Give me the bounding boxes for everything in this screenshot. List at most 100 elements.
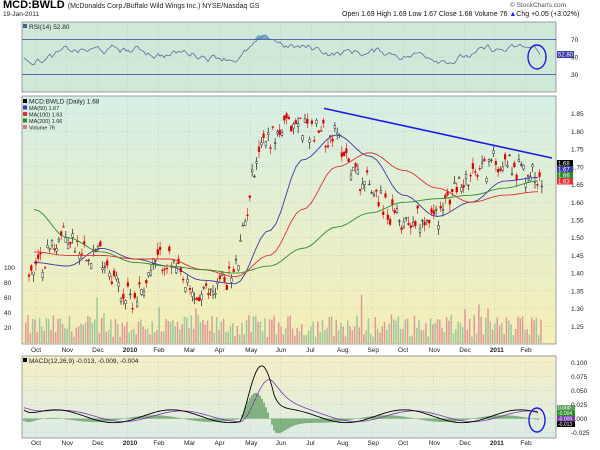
macd-histogram-bar bbox=[271, 418, 273, 425]
volume-bar bbox=[91, 322, 94, 343]
macd-histogram-bar bbox=[431, 418, 433, 422]
macd-histogram-bar bbox=[83, 418, 85, 422]
volume-bar bbox=[317, 321, 319, 343]
price-candle-body bbox=[345, 148, 348, 154]
volume-bar bbox=[215, 317, 218, 343]
price-candle-body bbox=[260, 142, 263, 146]
month-label-macd: 2010 bbox=[123, 440, 138, 447]
price-candle-body bbox=[487, 159, 491, 162]
macd-histogram-bar bbox=[413, 418, 415, 419]
volume-bar bbox=[34, 319, 36, 343]
price-candle-body bbox=[50, 240, 54, 246]
month-label: Oct bbox=[398, 347, 408, 354]
volume-bar bbox=[57, 318, 59, 343]
volume-bar bbox=[186, 317, 188, 343]
volume-bar bbox=[422, 330, 425, 343]
volume-bar bbox=[197, 315, 199, 343]
price-candle-body bbox=[409, 225, 412, 228]
macd-histogram-bar bbox=[389, 415, 391, 419]
price-candle-body bbox=[60, 231, 63, 236]
price-candle-body bbox=[467, 184, 470, 187]
price-legend-swatch bbox=[23, 125, 27, 129]
price-candle-body bbox=[407, 223, 410, 225]
volume-bar bbox=[273, 315, 275, 343]
price-tick-label: 1.50 bbox=[571, 235, 584, 242]
price-candle-body bbox=[331, 138, 334, 142]
price-candle-body bbox=[513, 162, 516, 168]
volume-bar bbox=[473, 315, 475, 343]
price-candle-body bbox=[53, 248, 56, 250]
macd-histogram-bar bbox=[173, 416, 175, 419]
volume-bar bbox=[137, 321, 140, 343]
macd-histogram-bar bbox=[319, 418, 321, 423]
macd-histogram-bar bbox=[265, 407, 267, 419]
volume-bar bbox=[77, 326, 80, 343]
price-candle-body bbox=[538, 172, 541, 177]
price-candle-body bbox=[168, 246, 171, 252]
volume-bar bbox=[459, 323, 462, 343]
macd-histogram-bar bbox=[253, 393, 255, 419]
macd-histogram-bar bbox=[79, 418, 81, 422]
legends: RSI(14) 52.80 MCD:BWLD (Daily) 1.68MA(50)… bbox=[23, 24, 139, 365]
macd-histogram-bar bbox=[471, 418, 473, 420]
volume-bar bbox=[123, 326, 126, 343]
macd-histogram-bar bbox=[257, 393, 259, 419]
volume-bar bbox=[284, 328, 287, 343]
price-candle-body bbox=[62, 226, 65, 228]
volume-bar bbox=[156, 330, 158, 343]
macd-histogram-bar bbox=[195, 418, 197, 421]
volume-bar bbox=[151, 321, 153, 343]
macd-histogram-bar bbox=[519, 416, 521, 419]
price-candle-body bbox=[453, 181, 456, 184]
month-label-macd: Nov bbox=[62, 440, 74, 447]
price-candle-body bbox=[129, 293, 132, 296]
macd-histogram-bar bbox=[63, 418, 65, 419]
macd-histogram-bar bbox=[231, 418, 233, 421]
macd-histogram-bar bbox=[533, 418, 535, 420]
volume-bar bbox=[503, 334, 505, 343]
volume-bar bbox=[135, 334, 137, 343]
macd-histogram-bar bbox=[243, 410, 245, 419]
volume-bar bbox=[227, 331, 229, 343]
price-candle-body bbox=[306, 118, 309, 124]
volume-bar bbox=[149, 334, 151, 343]
macd-histogram-bar bbox=[227, 418, 229, 421]
price-candle-body bbox=[223, 277, 226, 282]
month-label: May bbox=[245, 347, 258, 354]
volume-bar bbox=[517, 316, 519, 343]
volume-bar bbox=[202, 319, 204, 343]
month-label: Feb bbox=[153, 347, 165, 354]
volume-bar bbox=[301, 324, 303, 343]
macd-histogram-bar bbox=[33, 418, 35, 422]
volume-bar bbox=[347, 320, 349, 343]
macd-histogram-bar bbox=[275, 418, 277, 433]
volume-bar bbox=[73, 336, 75, 343]
macd-histogram-bar bbox=[429, 418, 431, 422]
price-candle-body bbox=[110, 281, 113, 284]
volume-bar bbox=[485, 317, 487, 343]
price-candle-body bbox=[218, 275, 221, 279]
price-candle-body bbox=[504, 154, 507, 160]
volume-bar bbox=[25, 322, 27, 343]
macd-histogram-bar bbox=[393, 415, 395, 419]
volume-bar bbox=[48, 318, 50, 343]
macd-histogram-bar bbox=[59, 418, 61, 419]
volume-bar bbox=[179, 329, 181, 343]
price-candle-body bbox=[78, 253, 81, 259]
price-value-tag-bg bbox=[557, 166, 573, 173]
macd-histogram-bar bbox=[443, 418, 445, 423]
macd-histogram-bar bbox=[67, 418, 69, 420]
rsi-tick-label: 30 bbox=[571, 72, 579, 79]
copyright-text: © StockCharts.com bbox=[510, 2, 567, 9]
price-candle-body bbox=[347, 158, 350, 162]
volume-bar bbox=[501, 322, 503, 343]
macd-histogram-bar bbox=[187, 418, 189, 420]
price-candle-body bbox=[294, 120, 297, 125]
resistance-trendline bbox=[323, 107, 553, 159]
volume-bar bbox=[427, 336, 429, 343]
macd-histogram-bar bbox=[101, 418, 103, 422]
macd-histogram-bar bbox=[171, 416, 173, 419]
price-candle-body bbox=[71, 233, 74, 238]
volume-bar bbox=[363, 334, 365, 343]
price-candle-body bbox=[301, 135, 304, 141]
